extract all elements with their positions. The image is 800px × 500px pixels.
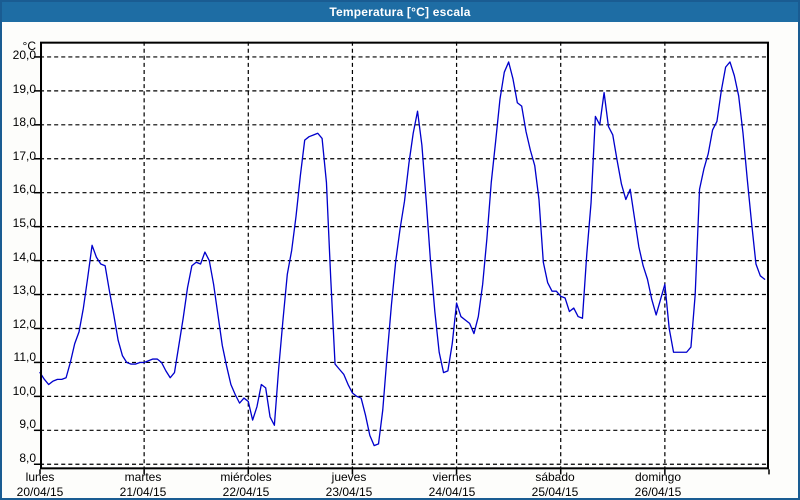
x-day-label: lunes 20/04/15: [2, 470, 92, 499]
day-name: domingo: [634, 470, 682, 484]
day-date: 20/04/15: [16, 485, 64, 499]
y-tick-label: 8,0: [19, 450, 36, 465]
y-tick-label: 18,0: [12, 115, 36, 130]
x-day-label: sábado 25/04/15: [503, 470, 607, 499]
x-day-label: miércoles 22/04/15: [194, 470, 298, 499]
day-name: viernes: [432, 470, 472, 484]
temperature-series-line: [39, 61, 766, 447]
y-tick-label: 14,0: [12, 249, 36, 264]
x-day-label: jueves 23/04/15: [297, 470, 401, 499]
day-date: 22/04/15: [222, 485, 270, 499]
x-day-label: martes 21/04/15: [91, 470, 195, 499]
day-name: lunes: [25, 470, 55, 484]
y-tick-label: 16,0: [12, 182, 36, 197]
y-tick-label: 13,0: [12, 283, 36, 298]
day-name: jueves: [331, 470, 367, 484]
day-name: sábado: [535, 470, 575, 484]
temperature-line-chart: [33, 41, 770, 475]
y-tick-label: 17,0: [12, 148, 36, 163]
plot-border: [40, 41, 769, 470]
y-tick-label: 15,0: [12, 215, 36, 230]
y-tick-label: 12,0: [12, 316, 36, 331]
y-tick-label: 9,0: [19, 417, 36, 432]
day-date: 25/04/15: [531, 485, 579, 499]
window-titlebar[interactable]: Temperatura [°C] escala: [2, 2, 798, 22]
y-tick-label: 11,0: [13, 350, 36, 365]
x-day-label: viernes 24/04/15: [400, 470, 504, 499]
window-title: Temperatura [°C] escala: [329, 5, 471, 19]
x-day-label: domingo 26/04/15: [606, 470, 710, 499]
y-tick-label: 19,0: [12, 81, 36, 96]
y-axis-unit-label: °C: [22, 39, 36, 53]
plot-background: [40, 41, 769, 470]
day-name: martes: [124, 470, 162, 484]
day-date: 23/04/15: [325, 485, 373, 499]
day-date: 26/04/15: [634, 485, 682, 499]
day-date: 21/04/15: [119, 485, 167, 499]
day-date: 24/04/15: [428, 485, 476, 499]
y-tick-label: 20,0: [12, 48, 36, 63]
day-name: miércoles: [220, 470, 272, 484]
y-tick-label: 10,0: [12, 383, 36, 398]
